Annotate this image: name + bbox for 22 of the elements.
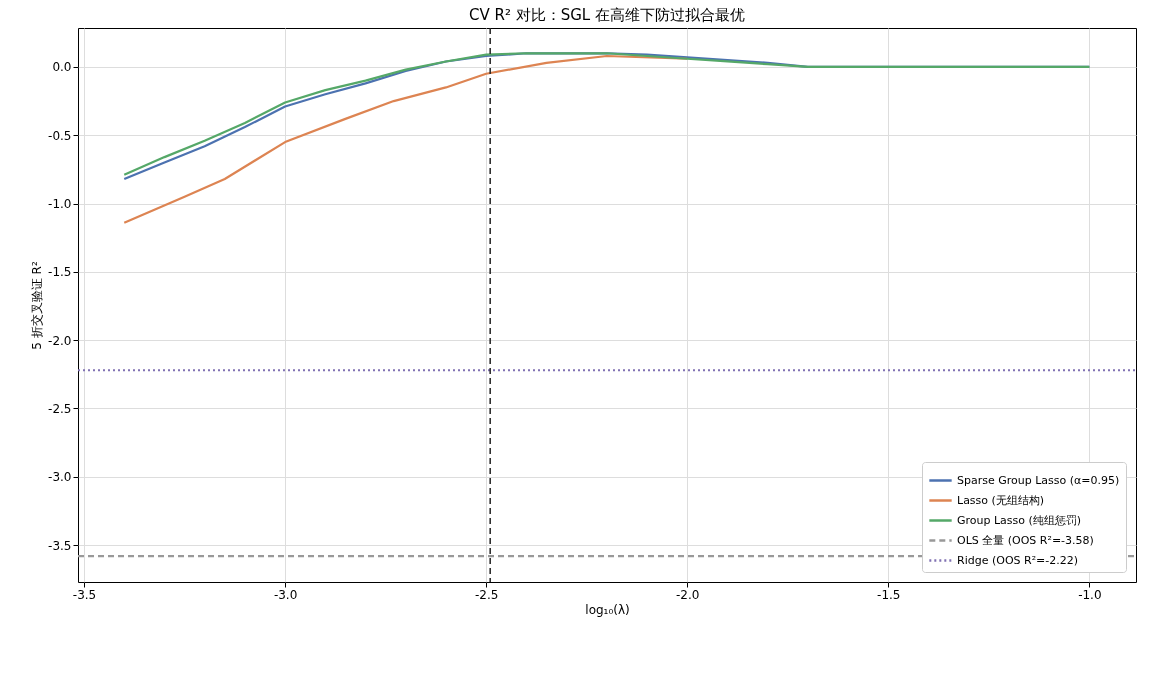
legend-label: Group Lasso (纯组惩罚) [957,513,1082,527]
x-tick-label: -3.0 [273,587,298,602]
x-tick-label: -1.5 [877,587,901,602]
y-tick-label: -3.5 [48,538,72,553]
x-tick-label: -3.5 [72,587,97,602]
legend-label: OLS 全量 (OOS R²=-3.58) [957,533,1094,547]
x-tick-label: -2.5 [474,587,499,602]
y-tick-label: -2.5 [48,401,72,416]
y-tick-label: -2.0 [48,333,72,348]
y-tick-label: 0.0 [52,60,72,75]
x-axis-title: log₁₀(λ) [585,602,630,617]
y-tick-label: -0.5 [48,128,72,143]
y-tick-label: -3.0 [48,470,72,485]
y-tick-label: -1.0 [48,197,72,212]
chart-title: CV R² 对比：SGL 在高维下防过拟合最优 [469,6,745,25]
x-tick-label: -1.0 [1078,587,1102,602]
legend-label: Lasso (无组结构) [957,493,1045,507]
legend-label: Sparse Group Lasso (α=0.95) [957,473,1120,487]
legend-label: Ridge (OOS R²=-2.22) [957,553,1079,567]
x-tick-label: -2.0 [676,587,700,602]
y-tick-label: -1.5 [48,265,72,280]
y-axis-title: 5 折交叉验证 R² [30,261,45,350]
